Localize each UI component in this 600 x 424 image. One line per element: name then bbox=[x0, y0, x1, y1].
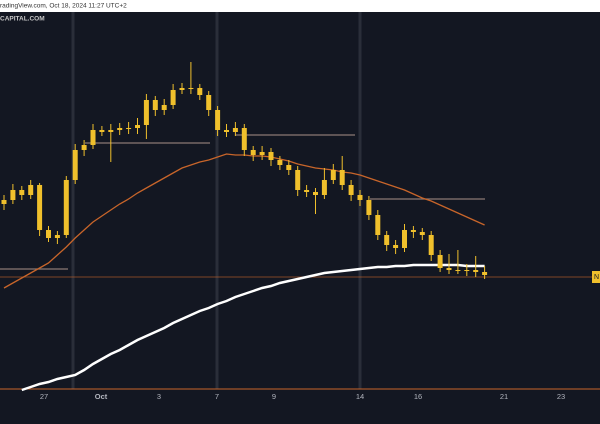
candle-body bbox=[330, 170, 336, 180]
candle-body bbox=[313, 192, 318, 195]
candle-body bbox=[54, 235, 60, 238]
candle-body bbox=[152, 100, 158, 110]
candle-body bbox=[46, 230, 51, 238]
x-tick-label: 7 bbox=[215, 392, 219, 401]
candle-body bbox=[473, 270, 479, 272]
moving-average bbox=[21, 263, 485, 392]
candle-body bbox=[161, 105, 167, 110]
candle-body bbox=[268, 152, 274, 160]
candle-body bbox=[393, 245, 399, 248]
candle-body bbox=[250, 150, 256, 155]
candle-body bbox=[63, 180, 69, 235]
candle-body bbox=[446, 268, 452, 270]
candle-body bbox=[126, 128, 132, 129]
candle-body bbox=[375, 215, 381, 235]
candle-body bbox=[419, 232, 425, 235]
x-tick-label: 16 bbox=[414, 392, 422, 401]
candle-body bbox=[277, 160, 283, 165]
x-tick-label: 23 bbox=[557, 392, 565, 401]
candle-body bbox=[206, 95, 212, 110]
candle-body bbox=[224, 130, 229, 132]
candle-body bbox=[117, 128, 123, 130]
price-tag bbox=[592, 271, 600, 283]
candle-body bbox=[135, 125, 140, 128]
candle-body bbox=[259, 152, 265, 155]
candle-body bbox=[99, 130, 105, 132]
candle-body bbox=[304, 190, 310, 192]
x-tick-label: 3 bbox=[157, 392, 161, 401]
x-tick-label: 14 bbox=[356, 392, 364, 401]
x-tick-label: Oct bbox=[95, 392, 108, 401]
candle-body bbox=[215, 110, 221, 130]
candle-body bbox=[410, 230, 416, 232]
candle-body bbox=[1, 200, 7, 204]
x-tick-label: 21 bbox=[500, 392, 508, 401]
candle-body bbox=[321, 180, 327, 195]
candle-body bbox=[348, 185, 354, 195]
candle-body bbox=[428, 235, 434, 255]
candle-body bbox=[241, 128, 247, 150]
header-text: radingView.com, Oct 18, 2024 11:27 UTC+2 bbox=[0, 3, 127, 10]
candle-body bbox=[232, 128, 238, 132]
candle-body bbox=[81, 145, 87, 150]
candle-body bbox=[108, 130, 114, 132]
candle-body bbox=[339, 170, 345, 185]
candle-body bbox=[143, 100, 149, 125]
candle-body bbox=[357, 195, 363, 200]
candle-body bbox=[384, 235, 390, 245]
candle-body bbox=[188, 88, 194, 89]
x-tick-label: 9 bbox=[272, 392, 276, 401]
candle-body bbox=[179, 88, 185, 90]
candle-body bbox=[37, 185, 43, 230]
candle-body bbox=[286, 165, 292, 170]
candle-body bbox=[366, 200, 372, 215]
candle-body bbox=[295, 170, 301, 190]
candle-body bbox=[402, 230, 407, 248]
price-tag-label: N bbox=[594, 274, 599, 281]
candle-body bbox=[197, 88, 203, 95]
candle-body bbox=[170, 90, 176, 105]
candle-body bbox=[437, 255, 443, 268]
candle-body bbox=[455, 270, 461, 271]
candle-body bbox=[72, 150, 78, 180]
header-bar bbox=[0, 0, 600, 12]
candle-body bbox=[10, 190, 16, 200]
source-label: CAPITAL.COM bbox=[0, 16, 45, 23]
candle-body bbox=[482, 272, 488, 275]
candle-body bbox=[28, 185, 34, 195]
x-tick-label: 27 bbox=[40, 392, 48, 401]
candle-body bbox=[464, 270, 470, 271]
candle-body bbox=[19, 190, 25, 195]
candle-body bbox=[90, 130, 96, 145]
